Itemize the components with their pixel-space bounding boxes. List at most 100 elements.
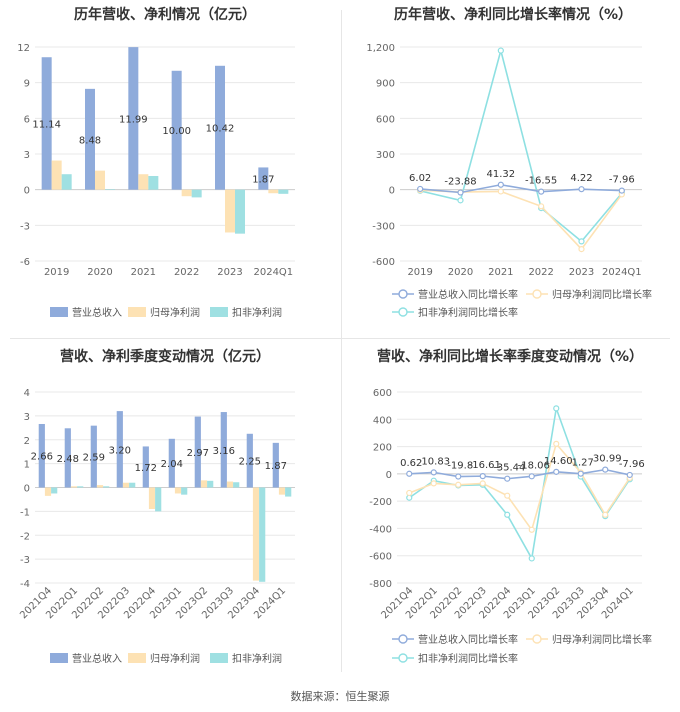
chart4-title: 营收、净利同比增长率季度变动情况（%） — [377, 348, 643, 365]
line-data-label: 0.62 — [400, 458, 422, 469]
x-tick-label: 2024Q1 — [602, 267, 642, 278]
bar-revenue — [194, 416, 201, 488]
bar-revenue — [128, 47, 139, 190]
bar-net-profit — [181, 189, 192, 197]
y-tick-label: -400 — [369, 524, 392, 535]
bar-net-profit — [268, 189, 279, 194]
data-point — [553, 440, 560, 447]
bar-data-label: 2.66 — [31, 452, 53, 463]
legend-label: 归母净利润同比增长率 — [552, 288, 652, 301]
line-data-label: -23.88 — [444, 177, 476, 188]
x-tick-label: 2022 — [528, 267, 553, 278]
bar-deducted-profit — [278, 189, 289, 194]
y-tick-label: -1 — [20, 507, 30, 518]
bar-deducted-profit — [285, 487, 292, 497]
bar-deducted-profit — [191, 189, 202, 198]
x-tick-label: 2020 — [87, 267, 112, 278]
bar-deducted-profit — [181, 487, 188, 495]
data-point — [578, 186, 585, 193]
y-tick-label: -300 — [372, 221, 395, 232]
bar-data-label: 1.87 — [265, 461, 287, 472]
bar-deducted-profit — [51, 487, 58, 494]
data-point — [430, 480, 437, 487]
y-tick-label: 900 — [376, 79, 395, 90]
bar-net-profit — [252, 487, 260, 581]
bar-data-label: 3.16 — [213, 446, 235, 457]
bar-net-profit — [44, 487, 52, 496]
bar-data-label: 2.25 — [239, 457, 261, 468]
quarterly-growth-chart: -800-600-400-20002004006002021Q42022Q120… — [369, 388, 652, 665]
data-point — [578, 246, 585, 253]
bar-revenue — [246, 433, 253, 488]
y-tick-label: 600 — [376, 114, 395, 125]
bar-revenue — [168, 438, 175, 488]
bar-revenue — [38, 423, 45, 488]
x-tick-label: 2021 — [131, 267, 156, 278]
line-data-label: -7.96 — [609, 175, 635, 186]
x-tick-label: 2023 — [217, 267, 242, 278]
data-point — [602, 466, 609, 473]
bar-net-profit — [51, 160, 62, 190]
y-tick-label: 6 — [24, 114, 30, 125]
line-data-label: 30.99 — [593, 454, 622, 465]
x-tick-label: 2024Q1 — [253, 267, 293, 278]
bar-net-profit — [200, 480, 208, 488]
y-tick-label: 12 — [17, 43, 30, 54]
legend-marker — [398, 653, 408, 663]
y-tick-label: 2 — [24, 436, 30, 447]
y-tick-label: 0 — [386, 470, 392, 481]
y-tick-label: -3 — [20, 221, 30, 232]
legend-label: 扣非净利润同比增长率 — [418, 652, 518, 665]
legend-label: 营业总收入同比增长率 — [418, 288, 518, 301]
series-line-1 — [420, 189, 623, 251]
bar-revenue — [90, 425, 97, 488]
data-point — [528, 473, 535, 480]
bar-data-label: 1.87 — [252, 175, 274, 186]
legend-swatch — [210, 307, 228, 317]
legend-swatch — [50, 307, 68, 317]
chart1-title: 历年营收、净利情况（亿元） — [74, 6, 256, 23]
bar-net-profit — [225, 189, 235, 233]
bar-data-label: 2.48 — [57, 454, 79, 465]
y-tick-label: 9 — [24, 79, 30, 90]
bar-deducted-profit — [233, 482, 240, 488]
legend-label: 扣非净利润 — [232, 652, 282, 665]
x-tick-label: 2019 — [44, 267, 69, 278]
data-point — [497, 181, 504, 188]
vertical-divider — [341, 10, 342, 672]
bar-net-profit — [138, 174, 149, 190]
bar-revenue — [64, 428, 71, 488]
data-point — [538, 203, 545, 210]
bar-data-label: 10.42 — [206, 124, 235, 135]
line-data-label: -35.44 — [493, 463, 525, 474]
data-point — [626, 471, 633, 479]
bar-net-profit — [122, 482, 130, 488]
bar-data-label: 2.04 — [161, 459, 183, 470]
series-line-1 — [408, 442, 631, 532]
line-data-label: 4.22 — [570, 173, 592, 184]
data-point — [479, 480, 486, 487]
line-data-label: 6.02 — [409, 173, 431, 184]
data-point — [553, 405, 560, 412]
bar-revenue — [116, 411, 123, 488]
y-tick-label: 0 — [389, 186, 395, 197]
bar-deducted-profit — [61, 174, 72, 190]
data-point — [497, 47, 504, 54]
bar-data-label: 2.59 — [83, 453, 105, 464]
y-tick-label: -4 — [20, 579, 30, 590]
data-point — [504, 475, 511, 482]
y-tick-label: 400 — [373, 415, 392, 426]
bar-data-label: 2.97 — [187, 448, 209, 459]
data-point — [577, 470, 584, 477]
legend-marker — [398, 289, 408, 299]
x-tick-label: 2022 — [174, 267, 199, 278]
bar-deducted-profit — [207, 480, 214, 488]
bar-data-label: 11.99 — [119, 114, 148, 125]
data-point — [504, 492, 511, 499]
data-point — [406, 470, 413, 477]
bar-deducted-profit — [129, 482, 136, 488]
legend-marker — [532, 289, 542, 299]
bar-revenue — [142, 446, 149, 488]
annual-value-chart: -6 -3 0 3 6 9 12 2019 2020 2021 2022 2023 2024Q1 11.1… — [17, 43, 295, 319]
quarterly-value-chart: -4-3-2-1012342021Q42022Q12022Q22022Q3202… — [18, 388, 295, 665]
